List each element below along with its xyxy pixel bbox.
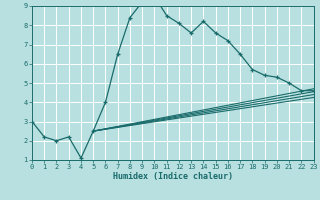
X-axis label: Humidex (Indice chaleur): Humidex (Indice chaleur)	[113, 172, 233, 181]
